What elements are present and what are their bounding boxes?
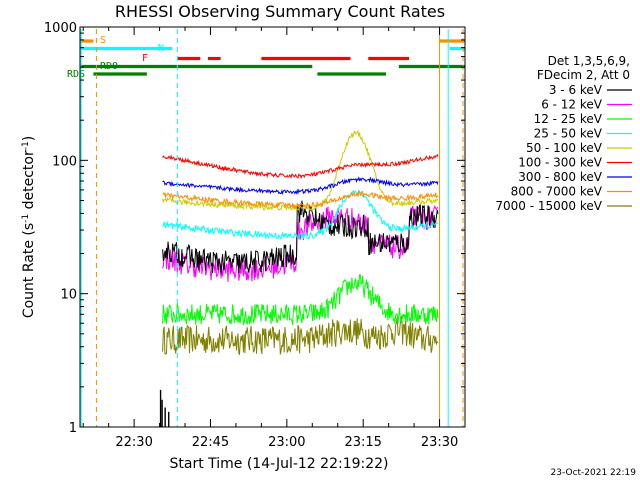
flare-label: F [142,53,148,64]
series-7000-15000-kev-line [162,314,439,356]
chart-title: RHESSI Observing Summary Count Rates [115,2,445,21]
legend-entry-label: 800 - 7000 keV [511,185,603,199]
series-lines [159,129,439,427]
y-tick-label: 10 [60,288,77,303]
x-tick-label: 23:30 [421,435,458,450]
night-label: N [158,43,164,54]
series-25-50-kev-line [162,189,439,241]
x-tick-label: 22:30 [115,435,152,450]
x-tick-label: 22:45 [192,435,229,450]
x-axis-label: Start Time (14-Jul-12 22:19:22) [169,456,388,472]
legend-entry-label: 50 - 100 keV [526,141,603,155]
legend-entry-label: 6 - 12 keV [541,98,603,112]
y-tick-label: 1000 [44,21,77,36]
data-gap-label: RDS [67,69,85,80]
series-100-300-kev-line [162,153,439,180]
saa-label: S [100,35,106,46]
y-tick-label: 1 [69,421,77,436]
plot-frame [79,26,466,428]
legend-header-2: FDecim 2, Att 0 [537,68,630,82]
series-300-800-kev-line [162,176,439,196]
legend-header-1: Det 1,3,5,6,9, [548,54,630,68]
series-12-25-kev-line [162,274,439,326]
legend-entry-label: 300 - 800 keV [518,170,602,184]
legend: Det 1,3,5,6,9, FDecim 2, Att 0 3 - 6 keV… [495,54,632,213]
legend-entry-label: 3 - 6 keV [549,83,603,97]
x-tick-label: 23:15 [344,435,381,450]
series-3-6-kev-line [162,200,439,274]
legend-entry-label: 7000 - 15000 keV [495,199,602,213]
legend-entry-label: 100 - 300 keV [518,156,602,170]
x-tick-label: 23:00 [268,435,305,450]
axis-ticks: 1 10 100 1000 22:30 22:45 23:00 23:15 23:30 [44,21,466,450]
y-tick-label: 100 [52,154,77,169]
flag-bars: S NF RD0 RDS [67,35,465,80]
series-6-12-kev-line [162,204,439,282]
legend-entry-label: 25 - 50 keV [534,127,603,141]
series-50-100-kev-line [162,129,439,212]
transition-lines [80,29,464,427]
footer-date: 23-Oct-2021 22:19 [551,468,637,478]
series-800-7000-kev-line [162,190,439,210]
decimation-label: RD0 [100,61,118,72]
legend-entry-label: 12 - 25 keV [534,112,603,126]
y-axis-label: Count Rate (s-1 detector-1) [21,136,37,318]
